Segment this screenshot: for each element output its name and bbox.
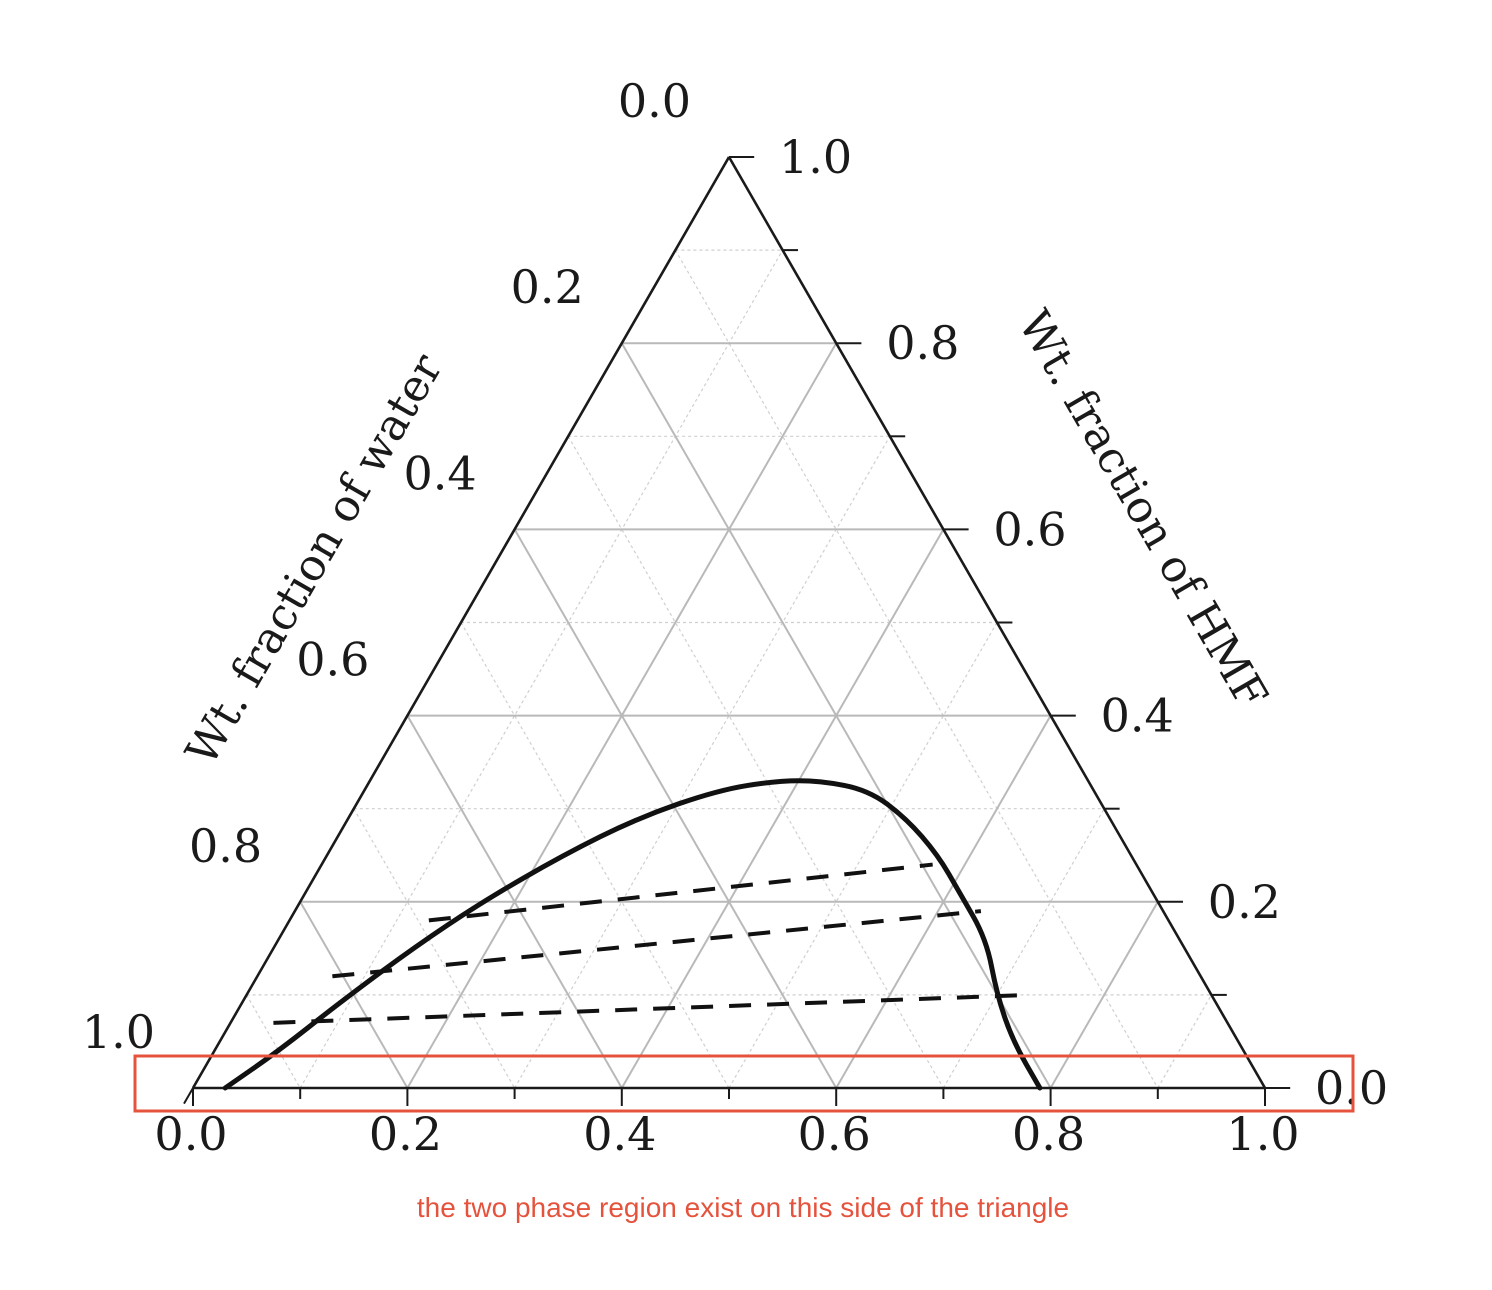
tie-line-layer (273, 862, 1030, 1025)
grid-line-third (460, 622, 730, 1089)
left-tick (561, 435, 570, 447)
bottom-tick-label: 1.0 (1226, 1107, 1299, 1161)
grid-line-third (620, 342, 1052, 1089)
left-tick (183, 1087, 194, 1105)
left-tick (240, 994, 248, 1005)
annotation-text: the two phase region exist on this side … (417, 1192, 1069, 1223)
bottom-tick-label: 0.8 (1012, 1107, 1085, 1161)
bottom-tick-label: 0.0 (154, 1107, 227, 1161)
right-tick-label: 0.6 (993, 502, 1066, 556)
grid-line-bottom (514, 436, 891, 1089)
minor-grid (246, 249, 1212, 1089)
left-tick (347, 808, 355, 819)
left-tick (454, 622, 462, 633)
left-tick (504, 528, 516, 546)
bottom-tick-label: 0.6 (798, 1107, 871, 1161)
left-tick (397, 715, 409, 732)
left-tick-label: 0.6 (296, 633, 369, 687)
grid-line-third (674, 249, 1159, 1089)
tick-marks (183, 156, 1291, 1106)
left-tick-label: 1.0 (82, 1005, 155, 1059)
left-tick (290, 901, 302, 918)
tie-line (428, 862, 933, 923)
left-tick-label: 0.4 (403, 446, 476, 500)
grid-line-third (406, 715, 623, 1089)
left-tick (611, 342, 623, 360)
left-tick (719, 156, 730, 174)
tie-line (332, 909, 982, 979)
right-tick-label: 1.0 (779, 130, 852, 184)
binodal-layer (222, 778, 1043, 1091)
right-tick-label: 0.4 (1101, 689, 1174, 743)
highlight-box (133, 1054, 1355, 1113)
grid-line-bottom (1157, 994, 1212, 1089)
left-tick-label: 0.8 (189, 819, 262, 873)
binodal-curve (222, 778, 1043, 1091)
left-tick-label: 0.2 (511, 260, 584, 314)
grid-line-third (353, 808, 516, 1089)
grid-line-bottom (620, 528, 945, 1089)
right-tick-label: 0.8 (886, 316, 959, 370)
grid-line-third (567, 436, 944, 1089)
triangle-frame (191, 156, 1267, 1090)
left-tick-label: 0.0 (618, 74, 691, 128)
left-tick (669, 249, 677, 261)
right-tick-label: 0.2 (1208, 875, 1281, 929)
tie-line (273, 992, 1030, 1025)
bottom-tick-label: 0.2 (369, 1107, 442, 1161)
grid-line-third (513, 528, 838, 1089)
grid-line-bottom (299, 249, 784, 1089)
bottom-tick-label: 0.4 (583, 1107, 656, 1161)
grid-line-bottom (728, 622, 998, 1089)
grid-line-bottom (942, 808, 1105, 1089)
